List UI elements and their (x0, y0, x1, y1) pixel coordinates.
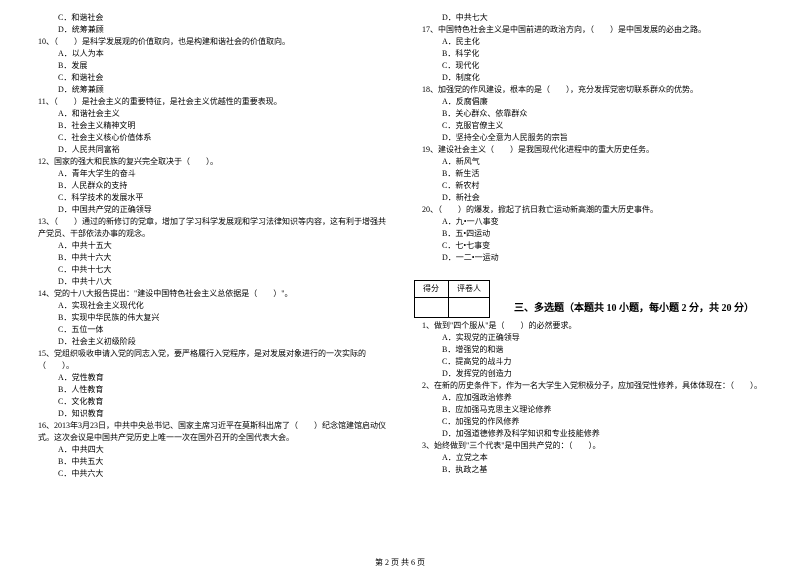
m1-option-a: A．实现党的正确领导 (414, 332, 770, 344)
q19-stem: 19、建设社会主义（ ）是我国现代化进程中的重大历史任务。 (414, 144, 770, 156)
q12-option-b: B．人民群众的支持 (30, 180, 386, 192)
q16-option-a: A．中共四大 (30, 444, 386, 456)
right-column: D．中共七大 17、中国特色社会主义是中国前进的政治方向，（ ）是中国发展的必由… (414, 12, 770, 547)
q13-option-c: C．中共十七大 (30, 264, 386, 276)
q18-option-b: B．关心群众、依靠群众 (414, 108, 770, 120)
m2-option-a: A．应加强政治修养 (414, 392, 770, 404)
q20-option-c: C．七•七事变 (414, 240, 770, 252)
m1-option-b: B．增强党的和谐 (414, 344, 770, 356)
q14-option-a: A．实现社会主义现代化 (30, 300, 386, 312)
q19-option-b: B．新生活 (414, 168, 770, 180)
q9-option-c: C．和谐社会 (30, 12, 386, 24)
q10-option-c: C．和谐社会 (30, 72, 386, 84)
m1-stem: 1、做到"四个服从"是（ ）的必然要求。 (414, 320, 770, 332)
q15-option-c: C．文化教育 (30, 396, 386, 408)
q11-option-a: A．和谐社会主义 (30, 108, 386, 120)
q18-option-c: C．克服官僚主义 (414, 120, 770, 132)
q15-option-b: B．人性教育 (30, 384, 386, 396)
m3-stem: 3、始终做到"三个代表"是中国共产党的：（ ）。 (414, 440, 770, 452)
q10-option-b: B．发展 (30, 60, 386, 72)
q16-stem: 16、2013年3月23日，中共中央总书记、国家主席习近平在莫斯科出席了（ ）纪… (30, 420, 386, 444)
m3-option-a: A．立党之本 (414, 452, 770, 464)
q12-option-d: D．中国共产党的正确领导 (30, 204, 386, 216)
q20-option-b: B．五•四运动 (414, 228, 770, 240)
q19-option-c: C．新农村 (414, 180, 770, 192)
q15-stem: 15、党组织吸收申请入党的同志入党，要严格履行入党程序，是对发展对象进行的一次实… (30, 348, 386, 372)
q12-stem: 12、国家的强大和民族的复兴完全取决于（ ）。 (30, 156, 386, 168)
q11-option-d: D．人民共同富裕 (30, 144, 386, 156)
q17-option-a: A．民主化 (414, 36, 770, 48)
score-header-score: 得分 (415, 281, 449, 298)
score-cell-score[interactable] (415, 298, 449, 318)
q13-stem: 13、（ ）通过的新修订的党章，增加了学习科学发展观和学习法律知识等内容，这有利… (30, 216, 386, 240)
q14-option-b: B．实现中华民族的伟大复兴 (30, 312, 386, 324)
q9-option-d: D．统筹兼顾 (30, 24, 386, 36)
q20-option-d: D．一二•一运动 (414, 252, 770, 264)
q18-stem: 18、加强党的作风建设，根本的是（ ），充分发挥党密切联系群众的优势。 (414, 84, 770, 96)
q19-option-a: A．新风气 (414, 156, 770, 168)
q15-option-a: A．党性教育 (30, 372, 386, 384)
q16-option-b: B．中共五大 (30, 456, 386, 468)
q16-option-d: D．中共七大 (414, 12, 770, 24)
q11-option-b: B．社会主义精神文明 (30, 120, 386, 132)
q19-option-d: D．新社会 (414, 192, 770, 204)
q15-option-d: D．知识教育 (30, 408, 386, 420)
q14-stem: 14、党的十八大报告提出："建设中国特色社会主义总依据是（ ）"。 (30, 288, 386, 300)
q17-option-c: C．现代化 (414, 60, 770, 72)
score-cell-grader[interactable] (449, 298, 490, 318)
q10-option-a: A．以人为本 (30, 48, 386, 60)
m2-stem: 2、在新的历史条件下，作为一名大学生入党积极分子，应加强党性修养，具体体现在：（… (414, 380, 770, 392)
q20-option-a: A．九•一八事变 (414, 216, 770, 228)
q17-option-d: D．制度化 (414, 72, 770, 84)
q13-option-b: B．中共十六大 (30, 252, 386, 264)
m3-option-b: B．执政之基 (414, 464, 770, 476)
q18-option-d: D．坚持全心全意为人民服务的宗旨 (414, 132, 770, 144)
q18-option-a: A．反腐倡廉 (414, 96, 770, 108)
page-footer: 第 2 页 共 6 页 (0, 555, 800, 569)
q10-stem: 10、（ ）是科学发展观的价值取向，也是构建和谐社会的价值取向。 (30, 36, 386, 48)
m2-option-b: B．应加强马克思主义理论修养 (414, 404, 770, 416)
q20-stem: 20、（ ）的爆发，掀起了抗日救亡运动新高潮的重大历史事件。 (414, 204, 770, 216)
q17-stem: 17、中国特色社会主义是中国前进的政治方向，（ ）是中国发展的必由之路。 (414, 24, 770, 36)
q14-option-d: D．社会主义初级阶段 (30, 336, 386, 348)
m2-option-d: D．加强道德修养及科学知识和专业技能修养 (414, 428, 770, 440)
left-column: C．和谐社会 D．统筹兼顾 10、（ ）是科学发展观的价值取向，也是构建和谐社会… (30, 12, 386, 547)
q10-option-d: D．统筹兼顾 (30, 84, 386, 96)
q17-option-b: B．科学化 (414, 48, 770, 60)
q12-option-c: C．科学技术的发展水平 (30, 192, 386, 204)
q12-option-a: A．青年大学生的奋斗 (30, 168, 386, 180)
m2-option-c: C．加强党的作风修养 (414, 416, 770, 428)
m1-option-c: C．提高党的战斗力 (414, 356, 770, 368)
q13-option-a: A．中共十五大 (30, 240, 386, 252)
q14-option-c: C．五位一体 (30, 324, 386, 336)
section-3-title: 三、多选题（本题共 10 小题，每小题 2 分，共 20 分） (498, 301, 770, 316)
score-table: 得分 评卷人 (414, 280, 490, 318)
score-header-grader: 评卷人 (449, 281, 490, 298)
q16-option-c: C．中共六大 (30, 468, 386, 480)
q13-option-d: D．中共十八大 (30, 276, 386, 288)
m1-option-d: D．发挥党的创造力 (414, 368, 770, 380)
q11-stem: 11、（ ）是社会主义的重要特征，是社会主义优越性的重要表现。 (30, 96, 386, 108)
q11-option-c: C．社会主义核心价值体系 (30, 132, 386, 144)
